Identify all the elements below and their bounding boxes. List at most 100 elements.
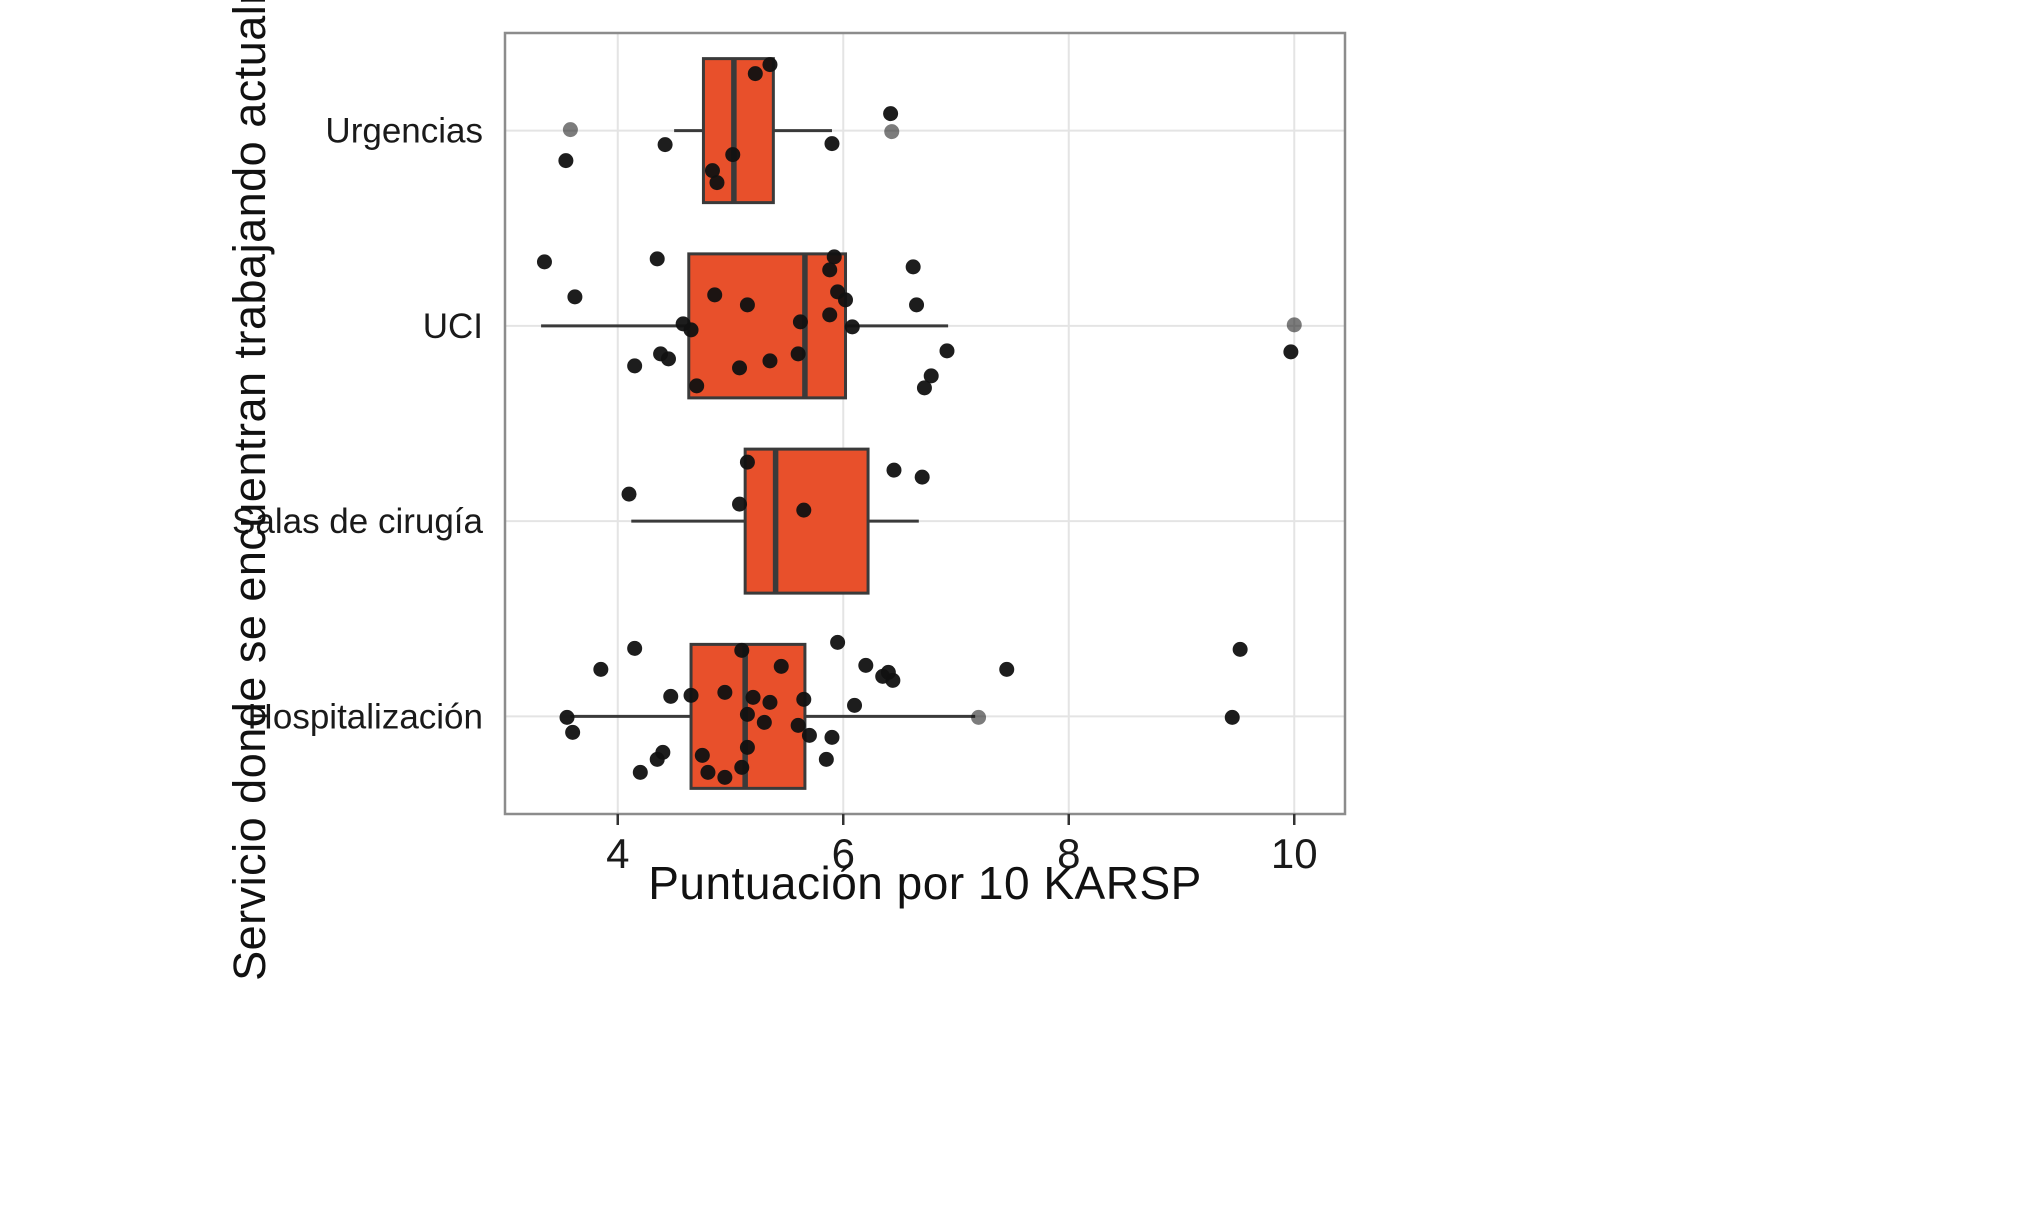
data-point	[732, 360, 748, 376]
x-tick-label: 6	[832, 830, 855, 877]
data-point	[621, 486, 637, 502]
data-point	[739, 454, 755, 470]
iqr-box	[701, 57, 775, 205]
data-point	[824, 136, 840, 152]
data-point	[694, 747, 710, 763]
x-axis-label: Puntuación por 10 KARSP	[648, 857, 1202, 909]
data-point	[796, 502, 812, 518]
y-category-label: Hospitalización	[248, 697, 483, 736]
data-point	[739, 739, 755, 755]
data-point	[734, 759, 750, 775]
data-point	[717, 684, 733, 700]
data-point	[909, 297, 925, 313]
data-point	[884, 124, 900, 140]
data-point	[939, 343, 955, 359]
data-point	[886, 462, 902, 478]
data-point	[689, 378, 705, 394]
data-point	[1224, 709, 1240, 725]
data-point	[1232, 641, 1248, 657]
data-point	[818, 751, 834, 767]
data-point	[822, 262, 838, 278]
data-point	[627, 640, 643, 656]
panel-border	[503, 31, 1347, 816]
data-point	[824, 729, 840, 745]
data-point	[565, 724, 581, 740]
data-points-salas-de-cirugía	[621, 454, 930, 518]
boxplot-hospitalización	[570, 642, 976, 790]
data-point	[567, 289, 583, 305]
data-point	[734, 642, 750, 658]
data-point	[663, 688, 679, 704]
data-point	[826, 249, 842, 265]
data-point	[649, 251, 665, 267]
data-point	[700, 764, 716, 780]
y-category-label: Salas de cirugía	[232, 502, 484, 541]
data-point	[747, 66, 763, 82]
data-point	[844, 319, 860, 335]
x-tick-label: 8	[1057, 830, 1080, 877]
data-point	[875, 668, 891, 684]
data-points-hospitalización	[559, 634, 1248, 785]
data-point	[790, 717, 806, 733]
data-point	[847, 697, 863, 713]
data-point	[830, 634, 846, 650]
iqr-box	[687, 252, 848, 400]
data-point	[838, 292, 854, 308]
data-point	[914, 469, 930, 485]
boxplot-salas-de-cirugía	[631, 447, 919, 595]
boxplot-uci	[541, 252, 949, 400]
data-point	[801, 727, 817, 743]
data-point	[558, 153, 574, 169]
iqr-box	[743, 447, 870, 595]
boxplot-urgencias	[674, 57, 832, 205]
data-point	[796, 691, 812, 707]
data-point	[883, 106, 899, 122]
data-point	[822, 307, 838, 323]
data-point	[704, 163, 720, 179]
data-point	[739, 706, 755, 722]
data-point	[660, 351, 676, 367]
x-tick-label: 10	[1271, 830, 1318, 877]
y-category-label: UCI	[423, 307, 483, 346]
data-point	[536, 254, 552, 270]
data-point	[905, 259, 921, 275]
data-point	[683, 687, 699, 703]
data-point	[593, 661, 609, 677]
data-point	[916, 380, 932, 396]
data-point	[657, 137, 673, 153]
data-point	[923, 368, 939, 384]
data-point	[762, 57, 778, 73]
data-point	[632, 764, 648, 780]
data-point	[725, 147, 741, 163]
data-point	[773, 658, 789, 674]
data-point	[1283, 344, 1299, 360]
data-point	[762, 353, 778, 369]
gridlines	[505, 33, 1345, 814]
data-point	[683, 322, 699, 338]
x-tick-label: 4	[606, 830, 629, 877]
data-point	[559, 709, 575, 725]
data-point	[756, 714, 772, 730]
data-point	[709, 175, 725, 191]
data-point	[999, 661, 1015, 677]
data-points-urgencias	[558, 57, 900, 191]
data-point	[707, 287, 723, 303]
data-point	[858, 657, 874, 673]
data-point	[732, 496, 748, 512]
data-points-uci	[536, 249, 1302, 396]
y-axis-label: Servicio donde se encuentran trabajando …	[224, 0, 275, 981]
y-category-label: Urgencias	[325, 112, 483, 151]
data-point	[790, 346, 806, 362]
data-point	[562, 122, 578, 138]
data-point	[739, 297, 755, 313]
data-point	[717, 769, 733, 785]
data-point	[971, 709, 987, 725]
data-point	[762, 694, 778, 710]
data-point	[1286, 317, 1302, 333]
data-point	[792, 314, 808, 330]
data-point	[649, 751, 665, 767]
data-point	[627, 358, 643, 374]
data-point	[745, 689, 761, 705]
